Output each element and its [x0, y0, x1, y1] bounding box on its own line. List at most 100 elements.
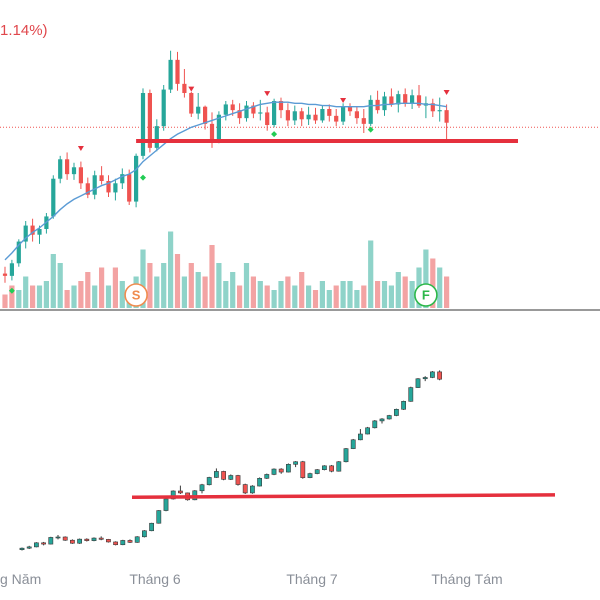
- volume-bar: [312, 290, 319, 308]
- candle-body: [91, 537, 97, 541]
- candle-body: [182, 83, 187, 93]
- candle-body: [415, 378, 421, 388]
- volume-bar: [354, 290, 360, 308]
- volume-bar: [30, 285, 36, 308]
- volume-bar: [237, 285, 243, 308]
- sell-signal-marker: [340, 98, 347, 103]
- candle-body: [106, 539, 111, 543]
- candle-body: [113, 183, 118, 193]
- volume-bar: [9, 285, 15, 308]
- candle-body: [251, 105, 256, 114]
- volume-bar: [361, 285, 367, 308]
- candle-body: [264, 474, 270, 479]
- event-marker-circle: [414, 283, 438, 307]
- resistance-line: [131, 493, 556, 499]
- volume-bar: [437, 267, 443, 308]
- candle-body: [168, 59, 173, 90]
- candle-body: [230, 104, 235, 111]
- volume-bar: [23, 276, 29, 308]
- volume-bar: [140, 249, 146, 308]
- buy-signal-marker: [140, 174, 146, 181]
- candle-body: [48, 537, 54, 545]
- sell-signal-marker: [443, 90, 450, 95]
- candle-body: [99, 175, 104, 181]
- candle-body: [334, 115, 339, 122]
- volume-bar: [333, 285, 339, 308]
- candle-body: [134, 536, 140, 543]
- price-change-header: 1.14%): [0, 22, 48, 39]
- candle-body: [307, 473, 313, 478]
- candle-body: [58, 159, 63, 179]
- candle-body: [336, 461, 342, 472]
- candle-body: [214, 471, 219, 478]
- candle-body: [293, 461, 298, 465]
- volume-bar: [395, 272, 401, 308]
- volume-bar: [147, 263, 153, 308]
- candle-body: [161, 89, 166, 127]
- candle-body: [154, 126, 159, 148]
- volume-bar: [430, 258, 436, 308]
- volume-bar: [423, 249, 429, 308]
- candle-body: [92, 175, 97, 195]
- candle-body: [403, 94, 408, 104]
- candle-body: [142, 530, 147, 538]
- candle-body: [9, 263, 14, 276]
- candle-body: [113, 541, 118, 546]
- candle-body: [199, 484, 205, 492]
- volume-bar: [188, 263, 194, 308]
- candle-body: [272, 101, 277, 125]
- volume-bar: [202, 276, 208, 308]
- candle-body: [70, 539, 75, 544]
- buy-signal-marker: [8, 287, 15, 294]
- event-marker-label: S: [132, 288, 141, 303]
- volume-bar: [168, 231, 174, 308]
- candle-body: [221, 471, 226, 480]
- candle-body: [147, 93, 152, 148]
- candle-body: [379, 418, 385, 422]
- candle-body: [314, 469, 320, 474]
- x-tick-label: Tháng 7: [286, 571, 338, 587]
- candle-body: [329, 465, 334, 472]
- bottom-candlestick-chart: g Năm Tháng 6 Tháng 7 Tháng Tám: [0, 370, 556, 587]
- sell-signal-marker: [77, 146, 84, 151]
- volume-bar: [105, 285, 112, 308]
- candle-body: [300, 461, 306, 478]
- volume-bar: [43, 281, 49, 308]
- volume-bar: [402, 276, 408, 308]
- candle-body: [149, 522, 154, 532]
- candle-body: [343, 448, 349, 463]
- candle-body: [444, 110, 449, 123]
- volume-bar: [216, 263, 222, 308]
- candle-body: [203, 106, 208, 124]
- candle-body: [127, 540, 133, 543]
- volume-bar: [119, 281, 125, 308]
- candle-body: [16, 241, 21, 264]
- event-marker-label: F: [422, 288, 430, 303]
- buy-signal-marker: [367, 126, 374, 133]
- candle-body: [393, 408, 399, 416]
- candle-body: [271, 468, 277, 475]
- candle-body: [120, 174, 125, 184]
- sell-signal-marker: [264, 91, 271, 97]
- candle-body: [62, 536, 68, 541]
- buy-signal-marker: [271, 131, 278, 138]
- candle-body: [223, 104, 228, 115]
- volume-bar: [64, 290, 70, 308]
- candle-body: [2, 273, 8, 276]
- candle-body: [321, 465, 327, 470]
- candle-body: [278, 468, 284, 473]
- volume-bar: [319, 281, 325, 308]
- candle-body: [120, 540, 126, 546]
- moving-average-line: [4, 101, 447, 261]
- candle-body: [389, 96, 394, 105]
- volume-bar: [271, 290, 277, 308]
- candle-body: [320, 109, 325, 121]
- volume-bar: [112, 267, 118, 308]
- candle-body: [51, 178, 56, 217]
- candle-body: [430, 103, 435, 112]
- volume-bar: [409, 281, 415, 308]
- candle-body: [372, 420, 378, 429]
- candle-body: [278, 101, 284, 111]
